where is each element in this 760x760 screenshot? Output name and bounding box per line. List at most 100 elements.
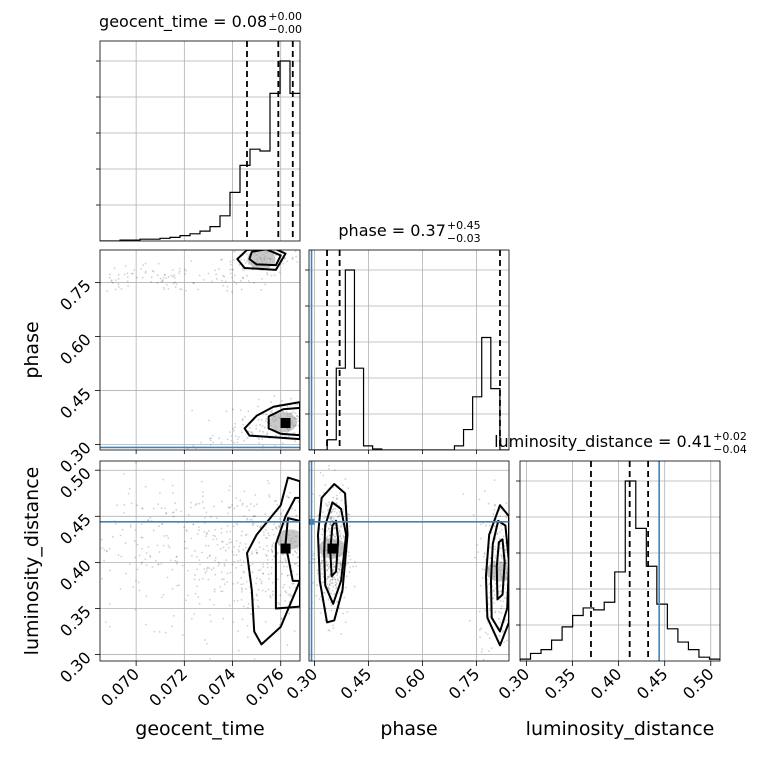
sample-point	[324, 515, 327, 518]
sample-point	[140, 523, 143, 526]
sample-point	[266, 544, 268, 547]
sample-point	[286, 260, 289, 263]
sample-point	[285, 410, 288, 413]
sample-point	[296, 548, 299, 551]
sample-point	[288, 612, 291, 615]
sample-point	[335, 582, 338, 585]
sample-point	[335, 512, 338, 515]
sample-point	[336, 497, 338, 500]
sample-point	[232, 525, 235, 528]
sample-point	[280, 617, 283, 620]
sample-point	[267, 549, 269, 552]
sample-point	[330, 604, 333, 607]
sample-point	[241, 418, 244, 420]
sample-point	[330, 516, 333, 519]
sample-point	[220, 571, 223, 574]
sample-point	[247, 280, 250, 282]
sample-point	[342, 508, 345, 510]
x-tick-label-luminosity_distance-0: 0.30	[495, 664, 534, 703]
sample-point	[265, 537, 267, 539]
sample-point	[283, 435, 286, 438]
sample-point	[262, 413, 265, 416]
sample-point	[273, 554, 276, 557]
sample-point	[161, 280, 164, 283]
sample-point	[226, 289, 229, 292]
sample-point	[316, 569, 319, 572]
sample-point	[255, 427, 258, 430]
y-axis-label-phase: phase	[21, 321, 43, 378]
sample-point	[200, 441, 202, 444]
sample-point	[277, 578, 279, 581]
sample-point	[326, 583, 329, 586]
sample-point	[331, 589, 334, 592]
sample-point	[244, 546, 247, 549]
frames-layer	[95, 40, 721, 666]
sample-point	[271, 543, 274, 546]
contour-1	[243, 401, 300, 441]
sample-point	[126, 272, 129, 275]
sample-point	[271, 550, 274, 553]
sample-point	[271, 545, 273, 548]
sample-point	[253, 658, 256, 660]
sample-point	[331, 578, 334, 581]
sample-point	[266, 433, 269, 436]
sample-point	[339, 525, 342, 528]
sample-point	[230, 290, 233, 293]
x-tick-label-phase-3: 0.75	[445, 664, 484, 703]
sample-point	[229, 268, 231, 271]
sample-point	[251, 551, 253, 553]
sample-point	[240, 288, 243, 291]
sample-point	[496, 532, 499, 535]
sample-point	[159, 491, 161, 494]
sample-point	[277, 551, 280, 554]
sample-point	[271, 593, 274, 596]
sample-point	[217, 564, 220, 567]
sample-point	[178, 272, 181, 275]
sample-point	[253, 598, 255, 601]
sample-point	[270, 572, 273, 575]
sample-point	[337, 578, 339, 580]
sample-point	[127, 285, 130, 287]
sample-point	[268, 494, 270, 496]
sample-point	[474, 556, 476, 559]
sample-point	[477, 551, 480, 554]
sample-point	[145, 595, 148, 598]
sample-point	[101, 577, 104, 580]
sample-point	[243, 269, 246, 272]
sample-point	[201, 551, 203, 554]
sample-point	[242, 570, 245, 573]
sample-point	[265, 555, 268, 557]
sample-point	[498, 531, 501, 534]
sample-point	[233, 600, 236, 602]
sample-point	[338, 530, 341, 533]
sample-point	[504, 587, 507, 590]
sample-point	[269, 595, 271, 597]
sample-point	[498, 585, 500, 588]
sample-point	[331, 577, 334, 579]
sample-point	[505, 516, 508, 519]
sample-point	[337, 562, 340, 565]
sample-point	[111, 281, 114, 284]
sample-point	[241, 431, 243, 434]
sample-point	[292, 553, 294, 556]
sample-point	[240, 564, 243, 567]
sample-point	[294, 412, 296, 414]
sample-point	[339, 564, 342, 567]
sample-point	[483, 568, 486, 571]
sample-point	[273, 274, 276, 277]
sample-point	[259, 423, 262, 426]
sample-point	[273, 395, 276, 397]
sample-point	[167, 544, 170, 547]
sample-point	[255, 577, 258, 580]
sample-point	[206, 531, 208, 534]
sample-point	[160, 507, 163, 510]
sample-point	[329, 522, 332, 525]
sample-point	[144, 262, 147, 265]
sample-point	[138, 554, 141, 557]
sample-point	[212, 538, 215, 541]
sample-point	[141, 276, 144, 279]
sample-point	[117, 286, 120, 288]
sample-point	[224, 280, 227, 283]
sample-point	[271, 528, 274, 531]
sample-point	[296, 415, 299, 417]
